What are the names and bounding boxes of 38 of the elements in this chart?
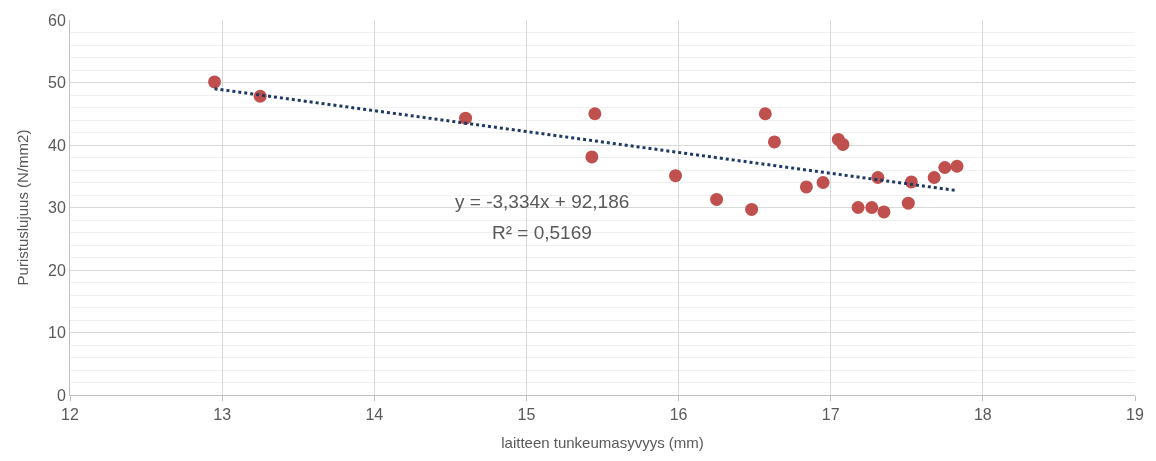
point xyxy=(710,192,724,206)
y-tick-label: 40 xyxy=(48,136,66,154)
point xyxy=(851,201,865,214)
y-tick-label: 60 xyxy=(48,11,66,29)
x-tick-label: 15 xyxy=(517,406,536,424)
y-axis-title: Puristuslujuus (N/mm2) xyxy=(14,129,32,286)
point xyxy=(816,176,830,189)
y-tick-label: 20 xyxy=(48,261,66,279)
point xyxy=(459,111,473,125)
x-tick-label: 19 xyxy=(1126,406,1144,424)
point xyxy=(758,107,772,121)
annotation: R² = 0,5169 xyxy=(492,222,592,243)
annotation: y = -3,334x + 92,186 xyxy=(455,191,630,212)
y-tick-label: 30 xyxy=(48,199,66,217)
point xyxy=(865,201,879,214)
point xyxy=(585,150,599,164)
x-tick-label: 12 xyxy=(61,406,79,424)
x-tick-label: 14 xyxy=(365,406,384,424)
point xyxy=(588,107,602,121)
point xyxy=(745,202,759,216)
y-tick-label: 10 xyxy=(48,324,66,342)
y-tick-label: 50 xyxy=(48,74,66,92)
point xyxy=(669,169,683,183)
x-tick-label: 17 xyxy=(821,406,840,424)
y-tick-label: 0 xyxy=(56,386,66,404)
x-tick-label: 16 xyxy=(669,406,688,424)
x-tick-label: 18 xyxy=(973,406,992,424)
point xyxy=(938,161,952,174)
point xyxy=(927,171,941,184)
point xyxy=(901,196,915,210)
point xyxy=(950,159,964,173)
point xyxy=(767,135,781,149)
point xyxy=(799,180,813,194)
x-axis-title: laitteen tunkeumasyvyys (mm) xyxy=(501,434,704,452)
point xyxy=(836,137,850,151)
point xyxy=(877,205,891,219)
point xyxy=(208,75,222,89)
x-tick-label: 13 xyxy=(213,406,232,424)
